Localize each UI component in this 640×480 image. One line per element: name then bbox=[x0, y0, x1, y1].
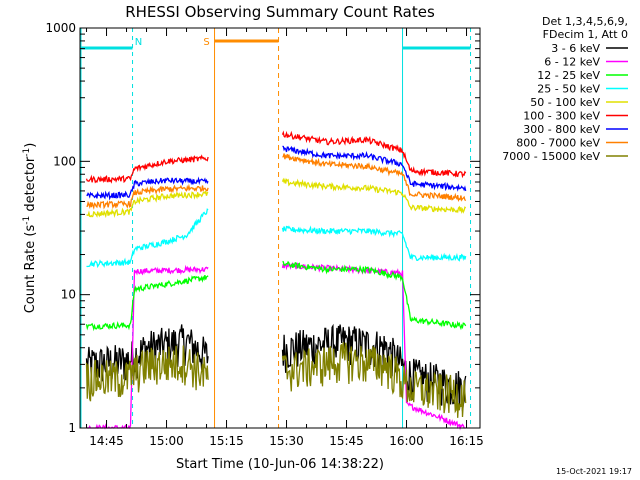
generation-timestamp: 15-Oct-2021 19:17 bbox=[556, 467, 632, 476]
series-line-2-0 bbox=[85, 274, 209, 332]
series-line-8-1 bbox=[281, 342, 467, 418]
plot-frame bbox=[79, 27, 481, 429]
y-axis-label: Count Rate (s-1 detector-1) bbox=[22, 143, 38, 314]
y-axis-label-main: Count Rate (s bbox=[23, 225, 38, 314]
series-line-7-1 bbox=[282, 153, 467, 203]
legend-label-3: 25 - 50 keV bbox=[537, 83, 600, 96]
y-axis-label-sup1: -1 bbox=[22, 216, 32, 225]
x-tick-label-2: 15:15 bbox=[209, 434, 244, 448]
x-tick-label-5: 16:00 bbox=[389, 434, 424, 448]
series-line-5-0 bbox=[85, 154, 209, 184]
axis-layer: 1 10 100 1000 14:45 15:00 15:15 15:30 15:45 16:00… bbox=[45, 21, 483, 448]
legend-label-5: 100 - 300 keV bbox=[523, 110, 600, 123]
y-tick-label-3: 1000 bbox=[45, 21, 76, 35]
series-line-6-1 bbox=[282, 145, 467, 192]
x-tick-label-3: 15:30 bbox=[269, 434, 304, 448]
marker-label-0: N bbox=[135, 37, 142, 48]
legend: Det 1,3,4,5,6,9, FDecim 1, Att 0 3 - 6 k… bbox=[502, 15, 628, 163]
legend-label-0: 3 - 6 keV bbox=[551, 42, 600, 55]
series-line-4-1 bbox=[281, 177, 467, 215]
x-tick-label-1: 15:00 bbox=[149, 434, 184, 448]
series-line-3-1 bbox=[281, 225, 467, 262]
x-tick-label-4: 15:45 bbox=[329, 434, 364, 448]
legend-header-decimation: FDecim 1, Att 0 bbox=[543, 28, 628, 41]
legend-label-8: 7000 - 15000 keV bbox=[502, 150, 600, 163]
series-line-5-1 bbox=[281, 130, 467, 179]
y-tick-label-1: 10 bbox=[61, 288, 76, 302]
series-line-7-0 bbox=[86, 183, 209, 210]
legend-label-2: 12 - 25 keV bbox=[537, 69, 600, 82]
series-line-6-0 bbox=[86, 176, 209, 201]
legend-label-4: 50 - 100 keV bbox=[530, 96, 600, 109]
marker-label-1: S bbox=[203, 37, 209, 48]
legend-label-7: 800 - 7000 keV bbox=[516, 137, 600, 150]
x-tick-label-6: 16:15 bbox=[449, 434, 484, 448]
y-tick-label-2: 100 bbox=[53, 154, 76, 168]
legend-label-6: 300 - 800 keV bbox=[523, 123, 600, 136]
series-line-3-0 bbox=[86, 208, 209, 269]
y-axis-label-end: ) bbox=[23, 143, 38, 148]
y-axis-label-mid: detector bbox=[23, 156, 38, 216]
y-tick-label-0: 1 bbox=[68, 421, 76, 435]
x-axis-label: Start Time (10-Jun-06 14:38:22) bbox=[176, 457, 384, 472]
series-line-2-1 bbox=[282, 260, 467, 331]
series-line-4-0 bbox=[86, 189, 209, 219]
x-tick-label-0: 14:45 bbox=[89, 434, 124, 448]
legend-header-detectors: Det 1,3,4,5,6,9, bbox=[542, 15, 628, 28]
chart-title: RHESSI Observing Summary Count Rates bbox=[125, 3, 435, 21]
y-axis-label-sup2: -1 bbox=[22, 148, 32, 157]
series-line-8-0 bbox=[85, 345, 209, 402]
legend-label-1: 6 - 12 keV bbox=[544, 56, 600, 69]
